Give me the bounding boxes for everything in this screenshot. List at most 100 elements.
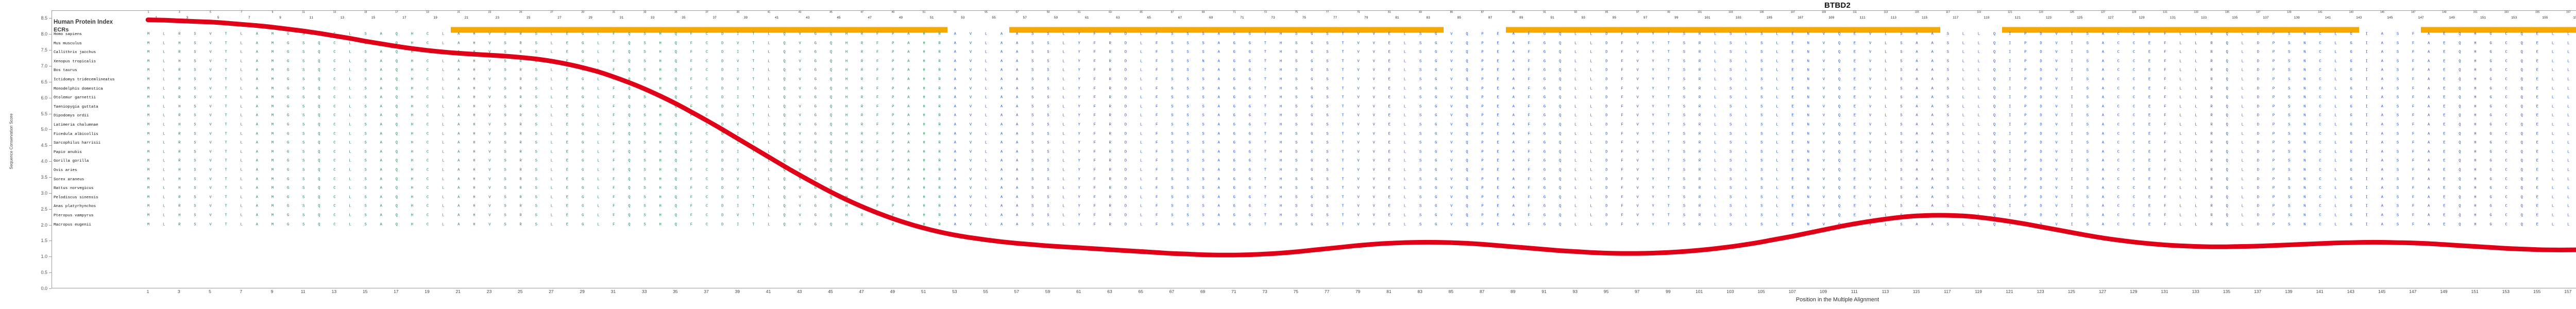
ruler-tick: 5: [210, 11, 211, 14]
ruler-tick: 65: [1140, 11, 1143, 14]
ruler-tick: 145: [2380, 11, 2385, 14]
species-label[interactable]: Latimeria chalumnae: [54, 123, 98, 127]
species-label[interactable]: Rattus norvegicus: [54, 186, 94, 191]
species-label[interactable]: Macropus eugenii: [54, 222, 91, 227]
species-label[interactable]: Pelodiscus sinensis: [54, 195, 98, 200]
x-axis-tick-label: 121: [2006, 289, 2013, 294]
y-axis-tick-mark: [49, 225, 52, 226]
species-label[interactable]: Ovis aries: [54, 168, 77, 173]
ruler-tick: 63: [1109, 11, 1112, 14]
x-axis-tick-label: 15: [362, 289, 368, 294]
y-axis-tick-label: 3.5: [41, 175, 47, 180]
species-label[interactable]: Anas platyrhynchos: [54, 204, 96, 209]
species-label[interactable]: Gorilla gorilla: [54, 159, 89, 164]
y-axis-tick-mark: [49, 18, 52, 19]
x-axis-tick-label: 105: [1757, 289, 1765, 294]
x-axis-tick-label: 119: [1975, 289, 1982, 294]
species-label[interactable]: Xenopus tropicalis: [54, 59, 96, 64]
x-axis-tick-label: 85: [1448, 289, 1454, 294]
x-axis-tick-label: 41: [766, 289, 771, 294]
species-label[interactable]: Bos taurus: [54, 68, 77, 73]
x-axis-tick-label: 25: [517, 289, 523, 294]
ruler-tick: 79: [1357, 11, 1360, 14]
ruler-tick: 29: [581, 11, 584, 14]
ruler-tick: 77: [1326, 11, 1329, 14]
ruler-tick: 117: [1945, 11, 1950, 14]
y-axis-label: Sequence Conservation Score: [9, 113, 14, 169]
x-axis-tick-label: 129: [2130, 289, 2138, 294]
species-label[interactable]: Sorex araneus: [54, 177, 84, 182]
ruler-tick: 15: [364, 11, 367, 14]
ruler-tick: 91: [1543, 11, 1546, 14]
ruler-tick: 105: [1759, 11, 1764, 14]
species-label[interactable]: Papio anubis: [54, 150, 82, 154]
y-axis-tick-label: 7.5: [41, 47, 47, 53]
x-axis-tick-label: 147: [2409, 289, 2417, 294]
ruler-tick: 51: [922, 11, 926, 14]
ruler-tick: 35: [674, 11, 677, 14]
species-label[interactable]: Ictidomys tridecemlineatus: [54, 78, 115, 82]
ruler-tick: 119: [1977, 11, 1981, 14]
ruler-tick: 55: [985, 11, 988, 14]
ruler-tick: 147: [2411, 11, 2416, 14]
x-axis-tick-label: 75: [1293, 289, 1298, 294]
y-axis-tick-mark: [49, 193, 52, 194]
x-axis-tick-label: 61: [1076, 289, 1081, 294]
ruler-tick: 151: [2473, 11, 2478, 14]
species-label[interactable]: Pteropus vampyrus: [54, 214, 94, 218]
y-axis-tick-mark: [49, 272, 52, 273]
species-label[interactable]: Monodelphis domestica: [54, 87, 103, 91]
y-axis-tick-mark: [49, 145, 52, 146]
x-axis-tick-label: 125: [2067, 289, 2075, 294]
ruler-tick: 113: [1884, 11, 1888, 14]
ruler-tick: 141: [2318, 11, 2323, 14]
species-label[interactable]: Mus musculus: [54, 41, 82, 46]
x-axis-tick-label: 33: [641, 289, 647, 294]
x-axis-tick-label: 143: [2347, 289, 2354, 294]
x-axis-tick-label: 3: [177, 289, 180, 294]
species-label[interactable]: Taeniopygia guttata: [54, 105, 98, 109]
x-axis-tick-label: 127: [2098, 289, 2107, 294]
x-axis-tick-label: 151: [2471, 289, 2479, 294]
species-label[interactable]: Sarcophilus harrisii: [54, 141, 101, 146]
x-axis-tick-label: 83: [1417, 289, 1422, 294]
x-axis-tick-label: 1: [146, 289, 149, 294]
species-label[interactable]: Ficedula albicollis: [54, 132, 98, 136]
x-axis-tick-label: 103: [1726, 289, 1734, 294]
species-label[interactable]: Homo sapiens: [54, 32, 82, 37]
ruler-tick: 25: [519, 11, 522, 14]
species-label[interactable]: Callithrix jacchus: [54, 50, 96, 55]
ruler-tick: 143: [2349, 11, 2353, 14]
ruler-tick: 45: [829, 11, 833, 14]
species-label[interactable]: Dipodomys ordii: [54, 114, 89, 118]
protein-index-track: 1 3 5 7 9 11 13 15 17 19 21 23 25 27 29 31 33 35 37 39 41 43 4…: [155, 16, 2576, 20]
ruler-tick: 67: [1171, 11, 1174, 14]
x-axis-tick-label: 157: [2564, 289, 2572, 294]
x-axis-tick-label: 117: [1944, 289, 1951, 294]
ruler-tick: 69: [1201, 11, 1205, 14]
species-label[interactable]: Otolemur garnettii: [54, 96, 96, 100]
ruler-tick: 121: [2008, 11, 2012, 14]
